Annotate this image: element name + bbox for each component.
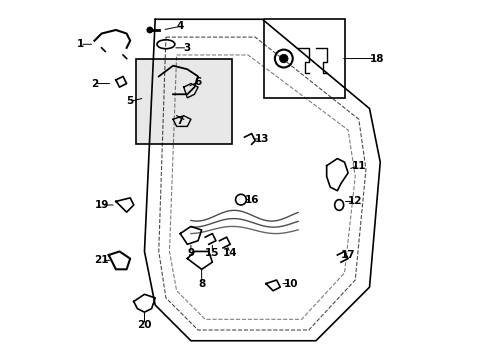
Text: 5: 5 — [126, 96, 134, 107]
Text: 3: 3 — [183, 43, 191, 53]
Text: 14: 14 — [223, 248, 237, 258]
Text: 1: 1 — [77, 39, 83, 49]
Text: 10: 10 — [283, 279, 298, 289]
FancyBboxPatch shape — [135, 59, 231, 144]
Text: 16: 16 — [244, 195, 258, 204]
Text: 6: 6 — [194, 77, 201, 87]
FancyBboxPatch shape — [264, 19, 344, 98]
Text: 11: 11 — [351, 161, 366, 171]
Text: 17: 17 — [340, 250, 355, 260]
Text: 15: 15 — [204, 248, 219, 258]
Text: 19: 19 — [94, 200, 108, 210]
Text: 8: 8 — [198, 279, 205, 289]
Text: 12: 12 — [347, 197, 362, 206]
Text: 4: 4 — [176, 21, 183, 31]
Text: 18: 18 — [368, 54, 383, 64]
Text: 13: 13 — [255, 134, 269, 144]
Text: 7: 7 — [176, 116, 183, 126]
Circle shape — [147, 27, 152, 33]
Text: 2: 2 — [91, 78, 98, 89]
Text: 9: 9 — [187, 248, 194, 258]
Text: 21: 21 — [94, 255, 109, 265]
Text: 20: 20 — [137, 320, 151, 330]
Circle shape — [279, 54, 287, 63]
